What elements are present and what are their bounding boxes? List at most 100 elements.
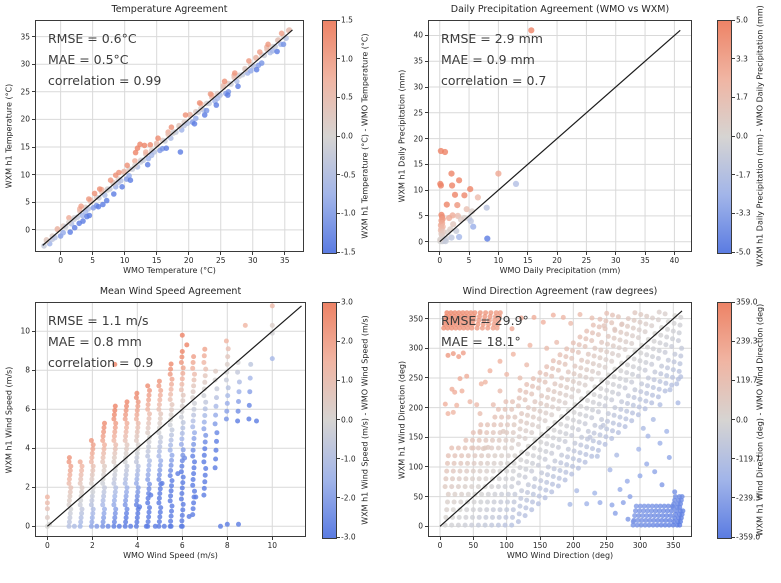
y-tick-label: 4 bbox=[25, 443, 30, 453]
y-tick-mark bbox=[425, 34, 428, 36]
colorbar-tick-label: -1.7 bbox=[736, 170, 751, 180]
y-tick-mark bbox=[425, 318, 428, 320]
identity-line bbox=[439, 29, 681, 243]
x-tick-mark bbox=[136, 537, 138, 540]
y-tick-mark bbox=[425, 436, 428, 438]
rmse-text: RMSE = 29.9° bbox=[441, 313, 529, 328]
colorbar-gradient bbox=[717, 20, 732, 254]
colorbar-tick-mark bbox=[732, 497, 735, 499]
colorbar-tick-label: -0.5 bbox=[341, 170, 356, 180]
identity-line bbox=[439, 310, 683, 527]
y-axis-label: WXM h1 Wind Direction (deg) bbox=[397, 360, 407, 479]
colorbar-tick-mark bbox=[337, 536, 340, 538]
y-tick-mark bbox=[425, 347, 428, 349]
x-tick-label: 4 bbox=[134, 541, 140, 550]
colorbar-tick-label: -5.0 bbox=[736, 247, 751, 257]
y-tick-mark bbox=[425, 86, 428, 88]
x-tick-mark bbox=[539, 537, 541, 540]
scatter-points bbox=[437, 27, 535, 245]
x-tick-mark bbox=[527, 252, 529, 255]
y-tick-label: 2 bbox=[25, 482, 30, 492]
x-tick-label: 8 bbox=[224, 541, 230, 550]
x-tick-mark bbox=[497, 252, 499, 255]
colorbar-tick-mark bbox=[337, 379, 340, 381]
colorbar-tick-mark bbox=[732, 135, 735, 137]
colorbar-tick-label: 0.0 bbox=[341, 415, 353, 424]
colorbar-tick-mark bbox=[337, 251, 340, 253]
y-tick-label: 0 bbox=[418, 521, 423, 531]
colorbar-tick-label: 119.7 bbox=[736, 375, 758, 385]
y-tick-mark bbox=[425, 163, 428, 165]
colorbar-tick-mark bbox=[732, 419, 735, 420]
y-axis-label: WXM h1 Wind Speed (m/s) bbox=[4, 366, 14, 473]
colorbar-tick-mark bbox=[337, 19, 340, 21]
x-tick-mark bbox=[672, 537, 674, 540]
x-tick-label: 15 bbox=[151, 256, 162, 265]
grid-lines bbox=[428, 302, 692, 537]
x-tick-mark bbox=[188, 252, 190, 255]
y-tick-mark bbox=[32, 408, 35, 410]
colorbar-gradient bbox=[717, 302, 732, 539]
colorbar-tick-mark bbox=[732, 301, 735, 303]
colorbar-tick-mark bbox=[337, 458, 340, 460]
x-axis-label: WMO Wind Speed (m/s) bbox=[123, 551, 218, 560]
x-tick-label: 25 bbox=[215, 256, 226, 265]
rmse-text: RMSE = 2.9 mm bbox=[441, 31, 543, 46]
colorbar-tick-label: 239.3 bbox=[736, 336, 758, 346]
x-tick-label: 35 bbox=[280, 256, 290, 265]
x-tick-label: 20 bbox=[183, 256, 194, 265]
y-tick-label: 0 bbox=[25, 225, 30, 235]
colorbar-tick-mark bbox=[732, 96, 735, 98]
axes-frame bbox=[35, 20, 304, 252]
x-tick-label: 6 bbox=[179, 541, 185, 550]
y-tick-mark bbox=[32, 447, 35, 449]
colorbar-gradient bbox=[322, 302, 337, 539]
x-tick-mark bbox=[156, 252, 158, 255]
colorbar-tick-mark bbox=[337, 96, 340, 98]
colorbar-tick-mark bbox=[337, 340, 340, 342]
colorbar-tick-label: -1.0 bbox=[341, 208, 356, 218]
x-tick-label: 0 bbox=[58, 256, 63, 265]
y-tick-label: 0 bbox=[25, 521, 30, 531]
plot-title: Wind Direction Agreement (raw degrees) bbox=[462, 286, 658, 297]
x-tick-mark bbox=[181, 537, 183, 540]
x-tick-label: 25 bbox=[581, 256, 592, 265]
grid-lines bbox=[428, 20, 692, 252]
x-tick-label: 35 bbox=[640, 256, 650, 265]
x-tick-mark bbox=[572, 537, 574, 540]
x-tick-mark bbox=[271, 537, 273, 540]
colorbar-tick-mark bbox=[337, 58, 340, 60]
x-tick-label: 20 bbox=[552, 256, 562, 265]
scatter-points bbox=[41, 27, 293, 249]
x-tick-label: 100 bbox=[499, 541, 514, 550]
stats-annotation: RMSE = 2.9 mm MAE = 0.9 mm correlation =… bbox=[441, 28, 546, 91]
y-tick-mark bbox=[425, 466, 428, 468]
y-tick-mark bbox=[32, 118, 35, 120]
y-tick-label: 200 bbox=[408, 403, 423, 413]
plot-title: Daily Precipitation Agreement (WMO vs WX… bbox=[450, 4, 670, 15]
colorbar-tick-mark bbox=[337, 174, 340, 176]
colorbar-tick-label: -3.0 bbox=[341, 532, 356, 542]
x-tick-label: 0 bbox=[437, 256, 443, 265]
x-tick-mark bbox=[673, 252, 675, 255]
colorbar-tick-mark bbox=[732, 458, 735, 460]
axes-frame bbox=[35, 302, 306, 537]
y-tick-mark bbox=[425, 241, 428, 243]
y-tick-label: 300 bbox=[408, 343, 423, 353]
x-tick-mark bbox=[60, 252, 62, 255]
y-tick-label: 350 bbox=[408, 314, 423, 324]
plot-title: Temperature Agreement bbox=[111, 4, 228, 15]
x-tick-mark bbox=[644, 252, 646, 255]
colorbar-tick-label: 359.0 bbox=[736, 297, 758, 307]
x-tick-mark bbox=[506, 537, 508, 540]
y-tick-label: 10 bbox=[413, 185, 423, 195]
colorbar-tick-label: 1.0 bbox=[341, 375, 353, 385]
colorbar-tick-label: -359.0 bbox=[736, 532, 761, 542]
x-axis-label: WMO Daily Precipitation (mm) bbox=[499, 266, 621, 275]
scatter-points bbox=[441, 309, 686, 528]
colorbar-tick-mark bbox=[732, 212, 735, 214]
x-tick-label: 15 bbox=[522, 256, 533, 265]
y-axis-label: WXM h1 Daily Precipitation (mm) bbox=[397, 69, 407, 203]
colorbar-gradient bbox=[322, 20, 337, 254]
